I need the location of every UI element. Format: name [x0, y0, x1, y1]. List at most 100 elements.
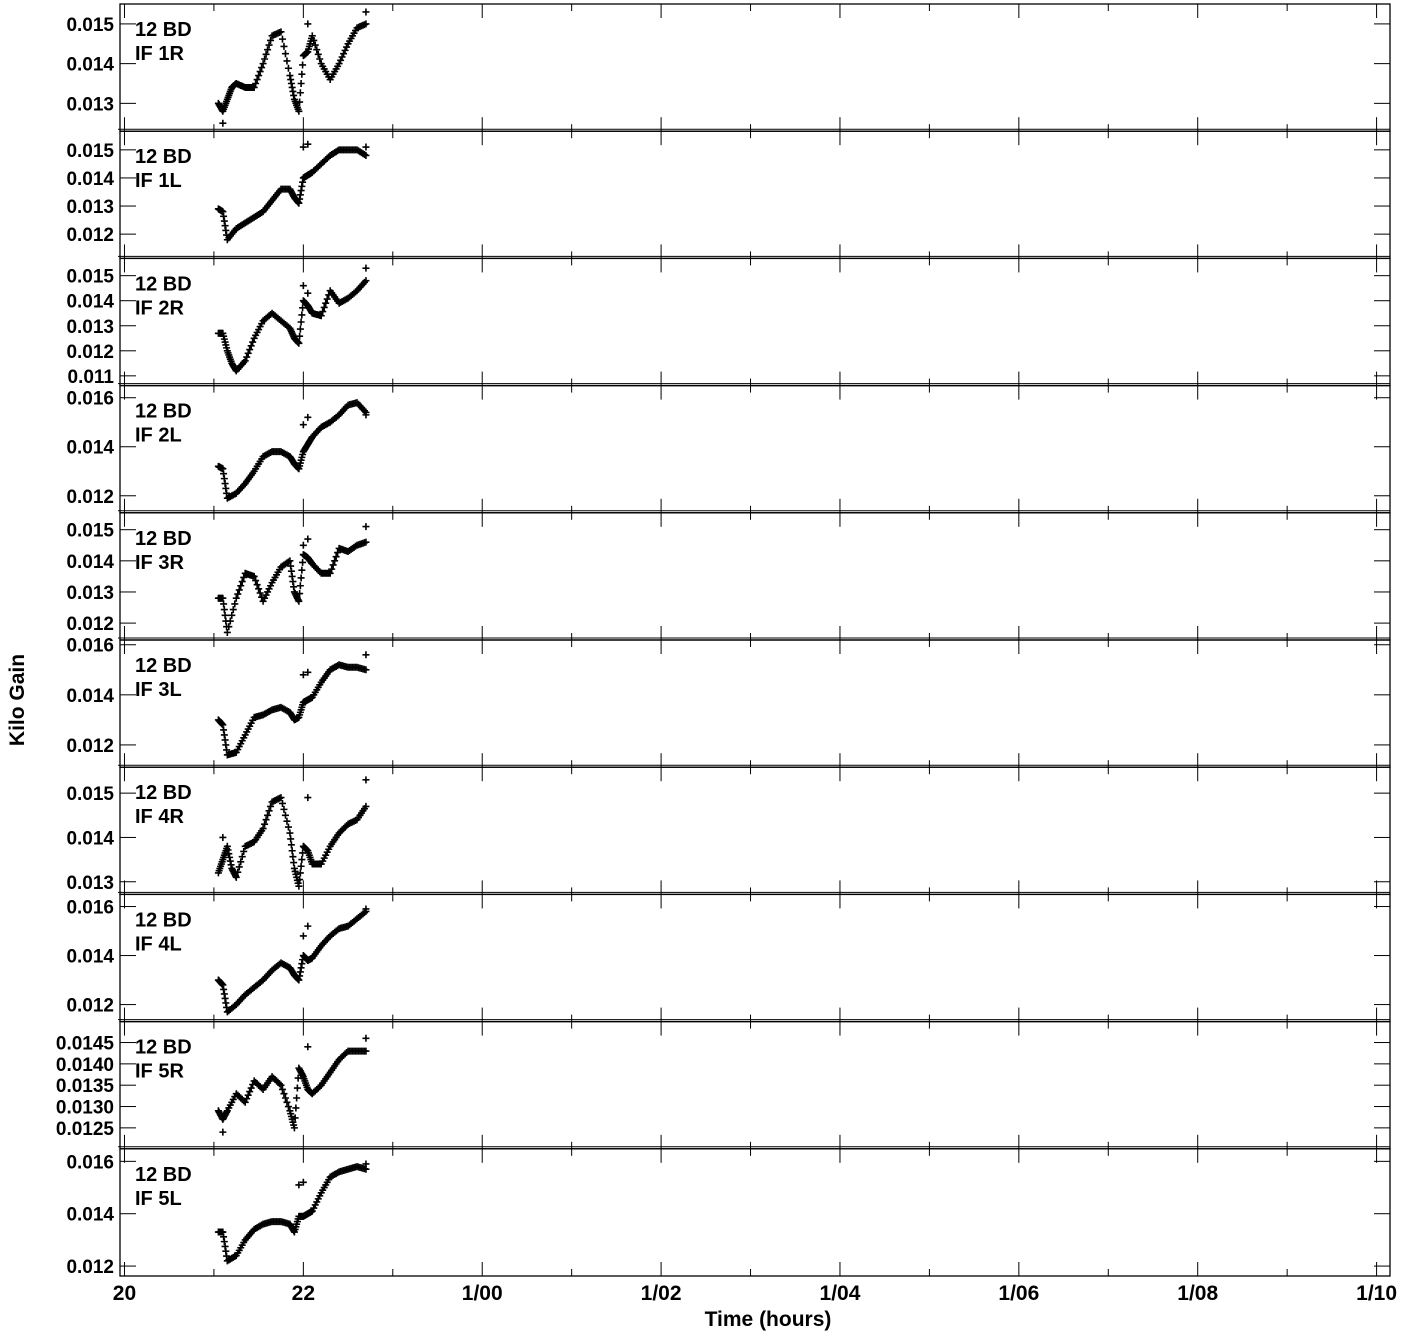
y-tick-label: 0.016 [66, 1152, 114, 1173]
data-series [214, 1034, 370, 1136]
data-point [291, 1114, 299, 1122]
data-point [296, 869, 304, 877]
y-tick-label: 0.014 [66, 828, 114, 849]
data-point-outlier [362, 1160, 370, 1168]
data-point [322, 299, 330, 307]
data-series [214, 140, 370, 244]
data-point-outlier [299, 421, 307, 429]
y-tick-label: 0.016 [66, 636, 114, 657]
data-point [278, 1085, 286, 1093]
data-point [316, 1083, 324, 1091]
data-point [298, 311, 306, 319]
x-axis-label: Time (hours) [705, 1308, 832, 1331]
x-tick-label: 1/10 [1356, 1282, 1397, 1305]
x-tick-label: 1/00 [462, 1282, 503, 1305]
data-point [284, 558, 292, 566]
data-point-outlier [299, 932, 307, 940]
data-point [362, 151, 370, 159]
y-tick-label: 0.013 [66, 317, 114, 338]
data-point [323, 295, 331, 303]
data-point [243, 353, 251, 361]
data-point [255, 72, 263, 80]
panel-title: 12 BD [135, 146, 192, 168]
y-tick-label: 0.016 [66, 389, 114, 410]
data-point [319, 308, 327, 316]
y-tick-label: 0.016 [66, 898, 114, 919]
data-point [362, 20, 370, 28]
data-point-outlier [362, 264, 370, 272]
data-point-outlier [299, 1178, 307, 1186]
panel-subtitle: IF 3R [135, 552, 184, 574]
panel-subtitle: IF 2R [135, 297, 184, 319]
data-point [296, 325, 304, 333]
data-point [289, 853, 297, 861]
panel-subtitle: IF 4R [135, 806, 184, 828]
y-tick-label: 0.014 [66, 686, 114, 707]
y-tick-label: 0.014 [66, 947, 114, 968]
x-tick-label: 1/08 [1177, 1282, 1218, 1305]
data-point [297, 574, 305, 582]
data-point-outlier [304, 289, 312, 297]
panel-subtitle: IF 3L [135, 679, 182, 701]
panel-subtitle: IF 5L [135, 1188, 182, 1210]
data-point [337, 56, 345, 64]
y-tick-label: 0.012 [66, 614, 114, 635]
data-point [328, 565, 336, 573]
data-point [283, 1098, 291, 1106]
y-tick-label: 0.014 [66, 552, 114, 573]
data-series [214, 1160, 370, 1265]
data-point-outlier [362, 8, 370, 16]
panel-title: 12 BD [135, 401, 192, 423]
x-tick-label: 1/06 [998, 1282, 1039, 1305]
data-point-outlier [304, 794, 312, 802]
y-tick-label: 0.012 [66, 342, 114, 363]
data-point [261, 55, 269, 63]
data-point [297, 79, 305, 87]
panel-frame [119, 639, 1391, 768]
data-point-outlier [299, 282, 307, 290]
data-point [240, 573, 248, 581]
y-tick-label: 0.012 [66, 487, 114, 508]
data-point [362, 802, 370, 810]
data-point [362, 666, 370, 674]
data-point-outlier [362, 905, 370, 913]
data-point [250, 572, 258, 580]
panel-subtitle: IF 4L [135, 933, 182, 955]
data-point [247, 342, 255, 350]
data-point [259, 60, 267, 68]
panel-frame [119, 3, 1391, 132]
data-point [296, 332, 304, 340]
data-point [278, 35, 286, 43]
data-point [280, 1090, 288, 1098]
data-point [284, 64, 292, 72]
data-point [311, 41, 319, 49]
data-point [258, 64, 266, 72]
data-point [229, 606, 237, 614]
data-point-outlier [299, 541, 307, 549]
data-point [240, 847, 248, 855]
data-series [214, 264, 370, 375]
data-point [298, 566, 306, 574]
data-point [317, 312, 325, 320]
data-point [296, 876, 304, 884]
data-point [228, 611, 236, 619]
data-point [362, 1047, 370, 1055]
y-axis-label: Kilo Gain [6, 654, 29, 746]
data-point [264, 46, 272, 54]
data-series [214, 776, 370, 890]
data-point [287, 835, 295, 843]
data-point [316, 55, 324, 63]
panel-title: 12 BD [135, 1037, 192, 1059]
data-point [293, 1094, 301, 1102]
data-point [223, 628, 231, 636]
data-point [286, 829, 294, 837]
data-point [265, 41, 273, 49]
panel-title: 12 BD [135, 273, 192, 295]
data-point [281, 811, 289, 819]
y-tick-label: 0.013 [66, 873, 114, 894]
data-point [283, 57, 291, 65]
data-point-outlier [362, 523, 370, 531]
data-point [298, 70, 306, 78]
